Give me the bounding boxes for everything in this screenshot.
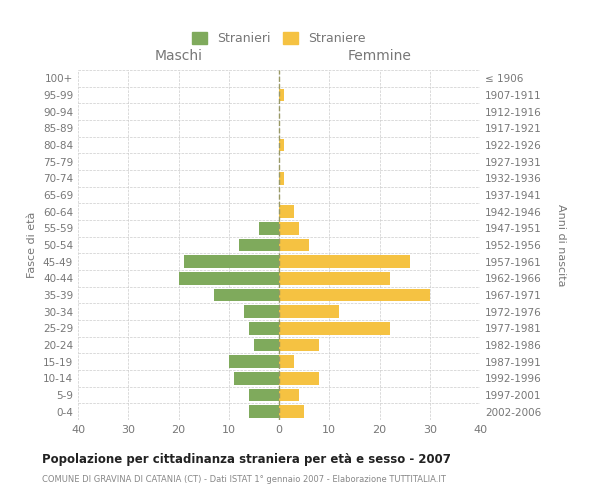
Bar [279, 272, 389, 284]
Bar [279, 306, 340, 318]
Bar [279, 172, 284, 184]
Bar [279, 89, 284, 101]
Bar [279, 372, 319, 384]
Bar [279, 256, 410, 268]
Bar [179, 272, 279, 284]
Legend: Stranieri, Straniere: Stranieri, Straniere [187, 28, 371, 50]
Bar [279, 222, 299, 234]
Bar [279, 239, 309, 251]
Text: Maschi: Maschi [155, 49, 203, 63]
Y-axis label: Anni di nascita: Anni di nascita [556, 204, 566, 286]
Bar [279, 206, 294, 218]
Text: COMUNE DI GRAVINA DI CATANIA (CT) - Dati ISTAT 1° gennaio 2007 - Elaborazione TU: COMUNE DI GRAVINA DI CATANIA (CT) - Dati… [42, 475, 446, 484]
Bar [249, 406, 279, 418]
Bar [254, 339, 279, 351]
Text: Femmine: Femmine [347, 49, 412, 63]
Bar [279, 322, 389, 334]
Bar [279, 339, 319, 351]
Bar [229, 356, 279, 368]
Bar [214, 289, 279, 301]
Y-axis label: Fasce di età: Fasce di età [28, 212, 37, 278]
Bar [234, 372, 279, 384]
Bar [244, 306, 279, 318]
Bar [184, 256, 279, 268]
Bar [279, 356, 294, 368]
Bar [279, 138, 284, 151]
Bar [279, 406, 304, 418]
Bar [249, 389, 279, 401]
Bar [259, 222, 279, 234]
Bar [279, 289, 430, 301]
Bar [249, 322, 279, 334]
Bar [239, 239, 279, 251]
Bar [279, 389, 299, 401]
Text: Popolazione per cittadinanza straniera per età e sesso - 2007: Popolazione per cittadinanza straniera p… [42, 452, 451, 466]
